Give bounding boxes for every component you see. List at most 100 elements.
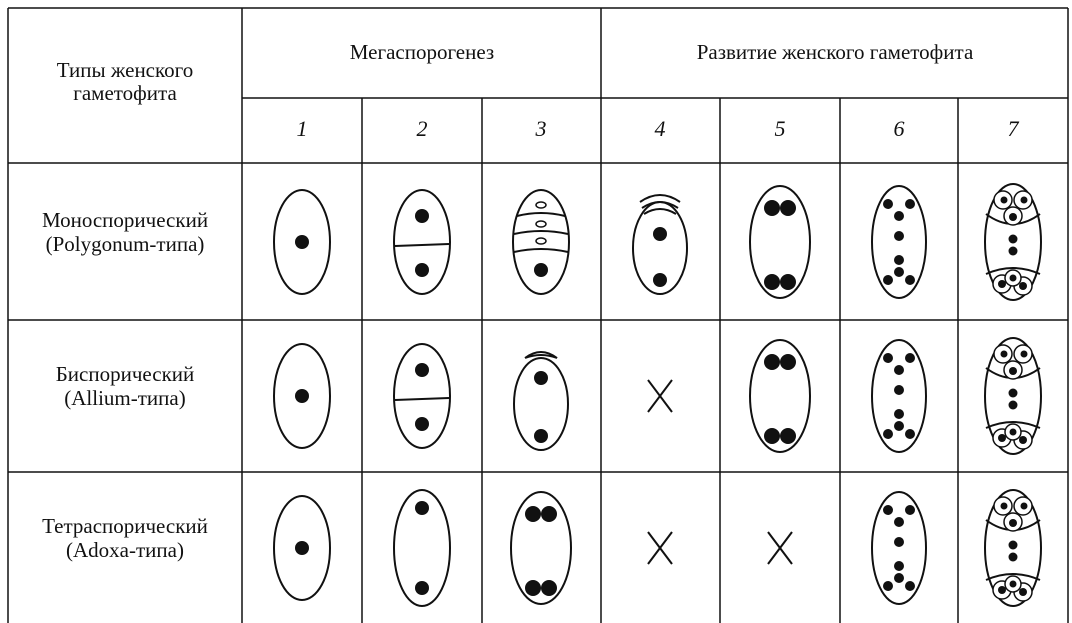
- cell-outline: [871, 185, 927, 299]
- nucleus: [541, 580, 557, 596]
- nucleus: [780, 274, 796, 290]
- nucleus: [1000, 196, 1008, 204]
- nucleus: [295, 235, 309, 249]
- row-label: Тетраспорический: [42, 514, 208, 538]
- nucleus: [998, 280, 1006, 288]
- cell-outline: [984, 489, 1042, 607]
- nucleus: [415, 363, 429, 377]
- nucleus: [1009, 367, 1017, 375]
- row-label: (Adoxa-типа): [66, 538, 184, 562]
- nucleus: [1008, 234, 1018, 244]
- row-label: Моноспорический: [42, 208, 208, 232]
- nucleus: [905, 275, 915, 285]
- nucleus: [1008, 246, 1018, 256]
- nucleus: [415, 263, 429, 277]
- column-number: 1: [297, 116, 308, 141]
- cell-outline: [984, 183, 1042, 301]
- row-label: (Allium-типа): [64, 386, 185, 410]
- wall: [394, 397, 450, 401]
- nucleus: [780, 200, 796, 216]
- nucleus: [535, 201, 547, 209]
- column-number: 2: [417, 116, 428, 141]
- nucleus: [541, 506, 557, 522]
- group-header: Мегаспорогенез: [350, 40, 494, 64]
- nucleus: [534, 429, 548, 443]
- nucleus: [894, 267, 904, 277]
- nucleus: [1000, 350, 1008, 358]
- nucleus: [1008, 552, 1018, 562]
- wall: [647, 379, 673, 413]
- row-label: Биспорический: [56, 362, 195, 386]
- nucleus: [780, 428, 796, 444]
- cell-outline: [273, 495, 331, 601]
- nucleus: [883, 505, 893, 515]
- nucleus: [894, 231, 904, 241]
- nucleus: [1000, 502, 1008, 510]
- nucleus: [764, 354, 780, 370]
- nucleus: [894, 211, 904, 221]
- nucleus: [894, 517, 904, 527]
- nucleus: [535, 237, 547, 245]
- nucleus: [1008, 400, 1018, 410]
- nucleus: [295, 541, 309, 555]
- column-number: 6: [894, 116, 905, 141]
- table-grid: [7, 7, 1069, 623]
- cell-outline: [749, 185, 811, 299]
- nucleus: [415, 501, 429, 515]
- nucleus: [1019, 588, 1027, 596]
- wall: [985, 421, 1041, 429]
- cell-outline: [510, 491, 572, 605]
- wall: [513, 248, 569, 253]
- nucleus: [883, 275, 893, 285]
- nucleus: [534, 263, 548, 277]
- nucleus: [905, 581, 915, 591]
- cell-outline: [749, 339, 811, 453]
- nucleus: [905, 505, 915, 515]
- nucleus: [1009, 580, 1017, 588]
- cell-outline: [871, 491, 927, 605]
- nucleus: [653, 273, 667, 287]
- column-number: 3: [535, 116, 547, 141]
- nucleus: [1020, 196, 1028, 204]
- nucleus: [894, 365, 904, 375]
- cell-outline: [393, 343, 451, 449]
- cell-outline: [512, 189, 570, 295]
- nucleus: [780, 354, 796, 370]
- wall: [643, 208, 677, 215]
- nucleus: [525, 580, 541, 596]
- wall: [647, 531, 673, 565]
- nucleus: [1009, 213, 1017, 221]
- nucleus: [883, 353, 893, 363]
- nucleus: [1009, 274, 1017, 282]
- nucleus: [525, 506, 541, 522]
- column-number: 4: [655, 116, 666, 141]
- nucleus: [998, 434, 1006, 442]
- nucleus: [894, 385, 904, 395]
- nucleus: [1008, 388, 1018, 398]
- wall: [513, 230, 569, 235]
- cell-outline: [393, 489, 451, 607]
- nucleus: [1009, 519, 1017, 527]
- nucleus: [894, 421, 904, 431]
- nucleus: [764, 428, 780, 444]
- column-number: 5: [775, 116, 786, 141]
- nucleus: [535, 220, 547, 228]
- wall: [985, 573, 1041, 581]
- column-number: 7: [1008, 116, 1020, 141]
- wall: [639, 194, 681, 203]
- nucleus: [764, 200, 780, 216]
- nucleus: [295, 389, 309, 403]
- nucleus: [764, 274, 780, 290]
- nucleus: [415, 581, 429, 595]
- nucleus: [415, 417, 429, 431]
- nucleus: [1020, 350, 1028, 358]
- nucleus: [1008, 540, 1018, 550]
- cell-outline: [871, 339, 927, 453]
- nucleus: [905, 199, 915, 209]
- header-label: гаметофита: [73, 81, 177, 105]
- nucleus: [905, 353, 915, 363]
- row-label: (Polygonum-типа): [46, 232, 205, 256]
- nucleus: [1009, 428, 1017, 436]
- nucleus: [415, 209, 429, 223]
